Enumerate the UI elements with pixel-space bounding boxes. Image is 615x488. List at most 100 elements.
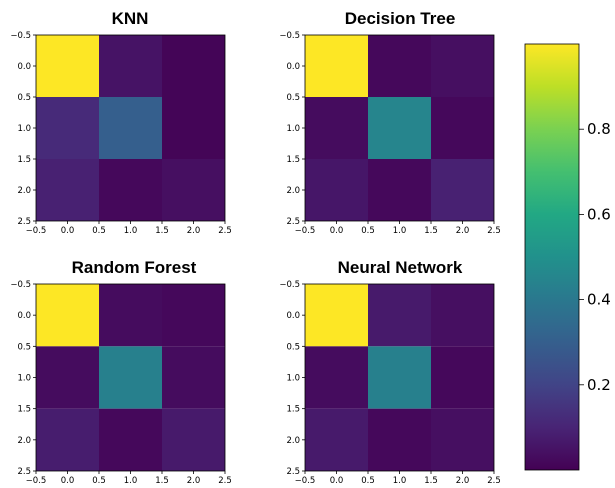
heatmap-cell-r1-c1 bbox=[368, 97, 431, 159]
y-tick-label: 1.0 bbox=[17, 124, 31, 134]
y-tick-label: −0.5 bbox=[10, 31, 31, 41]
x-tick-label: 0.5 bbox=[361, 226, 375, 236]
y-tick-label: 2.5 bbox=[286, 217, 300, 227]
y-tick-label: 2.5 bbox=[17, 217, 31, 227]
x-tick-label: 2.0 bbox=[187, 226, 201, 236]
x-tick-label: 1.0 bbox=[124, 226, 138, 236]
colorbar-tick-label: 0.4 bbox=[587, 291, 611, 309]
colorbar-tick-label: 0.8 bbox=[587, 120, 611, 138]
heatmap-cell-r1-c2 bbox=[162, 346, 225, 409]
x-tick-label: 2.5 bbox=[487, 226, 501, 236]
y-tick-label: 0.5 bbox=[17, 93, 31, 103]
x-tick-label: 0.0 bbox=[61, 476, 75, 486]
colorbar-tick-label: 0.2 bbox=[587, 376, 611, 394]
heatmap-cell-r1-c1 bbox=[368, 346, 431, 409]
x-tick-label: 2.0 bbox=[456, 226, 470, 236]
x-tick-label: 1.0 bbox=[124, 476, 138, 486]
x-tick-label: 0.0 bbox=[330, 226, 344, 236]
panel-title: Neural Network bbox=[338, 258, 463, 277]
colorbar-frame bbox=[524, 43, 580, 471]
heatmap-cell-r2-c1 bbox=[368, 159, 431, 221]
heatmap-cell-r2-c2 bbox=[162, 408, 225, 471]
x-tick-label: −0.5 bbox=[295, 476, 316, 486]
x-tick-label: 1.5 bbox=[155, 226, 169, 236]
heatmap-cell-r0-c1 bbox=[368, 284, 431, 347]
x-tick-label: −0.5 bbox=[295, 226, 316, 236]
y-tick-label: 1.5 bbox=[17, 405, 31, 415]
y-tick-label: 0.5 bbox=[286, 342, 300, 352]
heatmap-cell-r1-c0 bbox=[36, 346, 99, 409]
heatmap-cell-r0-c1 bbox=[99, 35, 162, 97]
heatmap-cell-r0-c0 bbox=[36, 284, 99, 347]
y-tick-label: 0.0 bbox=[286, 62, 300, 72]
heatmap-panels: KNN−0.5 0.0 0.5 1.0 1.5 2.0 2.5−0.50.00.51.01.… bbox=[10, 9, 500, 486]
heatmap-cell-r2-c2 bbox=[162, 159, 225, 221]
x-tick-label: 2.0 bbox=[187, 476, 201, 486]
heatmap-cell-r1-c2 bbox=[162, 97, 225, 159]
heatmap-cell-r0-c0 bbox=[305, 284, 368, 347]
x-tick-label: −0.5 bbox=[26, 226, 47, 236]
x-tick-label: 1.0 bbox=[393, 476, 407, 486]
y-tick-label: 1.0 bbox=[286, 124, 300, 134]
panel-title: KNN bbox=[112, 9, 149, 28]
heatmap-cell-r2-c2 bbox=[431, 159, 494, 221]
heatmap-panel-2: Decision Tree−0.5 0.0 0.5 1.0 1.5 2.0 2.5−0.50… bbox=[279, 9, 500, 236]
x-tick-label: 0.5 bbox=[361, 476, 375, 486]
heatmap-cell-r0-c2 bbox=[162, 284, 225, 347]
panel-title: Random Forest bbox=[72, 258, 197, 277]
heatmap-cell-r1-c0 bbox=[36, 97, 99, 159]
y-tick-label: 1.5 bbox=[286, 155, 300, 165]
heatmap-cell-r1-c2 bbox=[431, 97, 494, 159]
heatmap-panel-4: Neural Network −0.5 0.0 0.5 1.0 1.5 2.0 2.5 −0.5… bbox=[279, 258, 500, 486]
heatmap-cell-r0-c0 bbox=[36, 35, 99, 97]
heatmap-cell-r0-c0 bbox=[305, 35, 368, 97]
heatmap-cell-r2-c0 bbox=[36, 159, 99, 221]
heatmap-cell-r1-c0 bbox=[305, 346, 368, 409]
y-tick-label: −0.5 bbox=[279, 280, 300, 290]
y-tick-label: 2.5 bbox=[17, 467, 31, 477]
heatmap-cell-r0-c2 bbox=[431, 35, 494, 97]
x-tick-label: 0.0 bbox=[330, 476, 344, 486]
y-tick-label: 0.5 bbox=[286, 93, 300, 103]
x-tick-label: 2.5 bbox=[487, 476, 501, 486]
y-tick-label: −0.5 bbox=[279, 31, 300, 41]
y-tick-label: 1.0 bbox=[17, 374, 31, 384]
heatmap-cell-r1-c1 bbox=[99, 97, 162, 159]
heatmap-panel-1: KNN−0.5 0.0 0.5 1.0 1.5 2.0 2.5−0.50.00.51.01.… bbox=[10, 9, 231, 236]
y-tick-label: 2.0 bbox=[17, 186, 31, 196]
x-tick-label: 1.0 bbox=[393, 226, 407, 236]
heatmap-cell-r0-c2 bbox=[431, 284, 494, 347]
y-tick-label: 1.5 bbox=[17, 155, 31, 165]
x-tick-label: 1.5 bbox=[424, 226, 438, 236]
heatmap-panel-3: Random Forest−0.5 0.0 0.5 1.0 1.5 2.0 2.5−0.50… bbox=[10, 258, 231, 486]
heatmap-cell-r2-c1 bbox=[99, 159, 162, 221]
x-tick-label: 0.0 bbox=[61, 226, 75, 236]
x-tick-label: 2.0 bbox=[456, 476, 470, 486]
heatmap-cell-r1-c2 bbox=[431, 346, 494, 409]
heatmap-cell-r2-c2 bbox=[431, 408, 494, 471]
heatmap-cell-r2-c1 bbox=[99, 408, 162, 471]
y-tick-label: 1.5 bbox=[286, 405, 300, 415]
heatmap-cell-r2-c0 bbox=[305, 408, 368, 471]
x-tick-label: 1.5 bbox=[155, 476, 169, 486]
colorbar-tick-label: 0.6 bbox=[587, 205, 611, 223]
colorbar-gradient bbox=[525, 44, 579, 470]
heatmap-cell-r2-c0 bbox=[36, 408, 99, 471]
heatmap-cell-r0-c1 bbox=[368, 35, 431, 97]
y-tick-label: 0.0 bbox=[17, 62, 31, 72]
y-tick-label: −0.5 bbox=[10, 280, 31, 290]
x-tick-label: −0.5 bbox=[26, 476, 47, 486]
y-tick-label: 2.0 bbox=[286, 186, 300, 196]
y-tick-label: 1.0 bbox=[286, 374, 300, 384]
panel-title: Decision Tree bbox=[345, 9, 456, 28]
y-tick-label: 0.0 bbox=[286, 311, 300, 321]
x-tick-label: 0.5 bbox=[92, 226, 106, 236]
y-tick-label: 0.0 bbox=[17, 311, 31, 321]
x-tick-label: 1.5 bbox=[424, 476, 438, 486]
heatmap-cell-r0-c1 bbox=[99, 284, 162, 347]
x-tick-label: 2.5 bbox=[218, 476, 232, 486]
heatmap-cell-r2-c0 bbox=[305, 159, 368, 221]
heatmap-cell-r1-c0 bbox=[305, 97, 368, 159]
y-tick-label: 2.0 bbox=[17, 436, 31, 446]
y-tick-label: 0.5 bbox=[17, 342, 31, 352]
